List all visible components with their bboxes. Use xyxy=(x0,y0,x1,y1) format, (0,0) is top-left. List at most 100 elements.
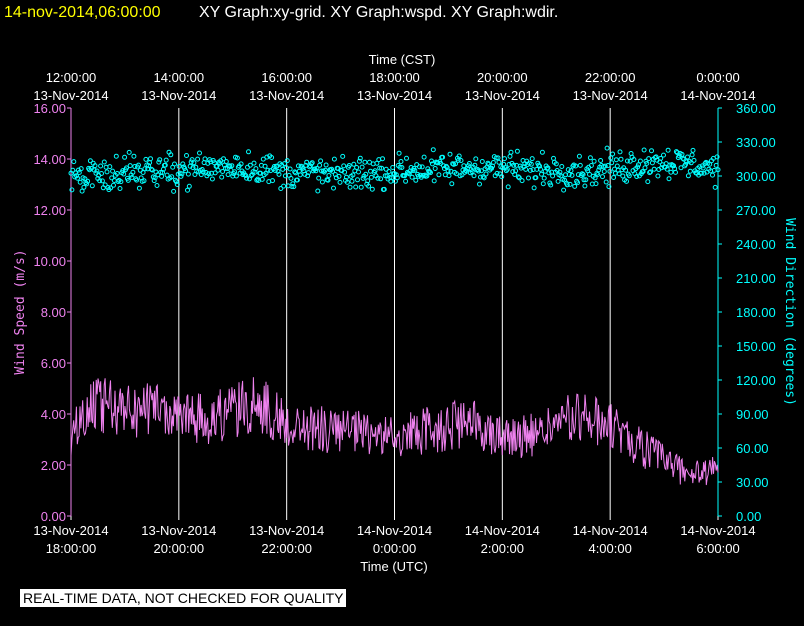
wind-direction-point xyxy=(515,174,521,180)
wind-direction-point xyxy=(341,163,347,169)
wind-direction-point xyxy=(287,166,293,172)
wind-direction-point xyxy=(631,157,637,162)
wind-direction-point xyxy=(173,179,179,185)
wind-direction-point xyxy=(114,171,120,176)
wind-direction-point xyxy=(536,162,542,168)
wind-direction-point xyxy=(221,156,226,162)
bottom-tick-time: 4:00:00 xyxy=(588,541,631,556)
wind-direction-point xyxy=(406,171,412,177)
wind-direction-point xyxy=(545,165,551,171)
wind-direction-point xyxy=(655,173,661,179)
wind-direction-point xyxy=(665,147,671,153)
wind-direction-point xyxy=(648,169,653,175)
wind-direction-point xyxy=(684,159,690,165)
wind-direction-point xyxy=(251,160,257,166)
wind-direction-point xyxy=(548,182,554,188)
wind-direction-point xyxy=(81,184,87,190)
wind-direction-point xyxy=(469,169,475,175)
wind-direction-point xyxy=(666,176,672,182)
wind-direction-point xyxy=(110,168,116,174)
wind-direction-point xyxy=(369,186,375,192)
right-axis-label: Wind Direction (degrees) xyxy=(782,218,797,406)
wind-direction-point xyxy=(626,173,632,179)
wind-direction-point xyxy=(502,156,507,162)
wind-direction-point xyxy=(157,157,163,163)
wind-direction-point xyxy=(300,165,306,171)
wind-direction-point xyxy=(600,174,605,180)
wind-direction-point xyxy=(382,173,388,179)
wind-direction-point xyxy=(259,176,265,182)
left-tick-label: 14.00 xyxy=(33,152,66,167)
wind-direction-point xyxy=(508,149,514,155)
wind-direction-point xyxy=(136,185,142,191)
top-axis-ticks: 12:00:00 13-Nov-2014 14:00:00 13-Nov-2014 16… xyxy=(33,70,755,103)
wind-direction-point xyxy=(624,158,630,164)
wind-direction-point xyxy=(87,158,93,164)
wind-direction-point xyxy=(514,148,520,154)
wind-direction-point xyxy=(186,183,192,189)
top-tick-time: 20:00:00 xyxy=(477,70,528,85)
wind-direction-point xyxy=(148,156,153,162)
wind-direction-point xyxy=(495,155,501,161)
top-tick-time: 12:00:00 xyxy=(46,70,97,85)
bottom-axis-ticks: 13-Nov-2014 18:00:00 13-Nov-2014 20:00:00 13… xyxy=(33,516,756,556)
wind-direction-point xyxy=(478,168,484,174)
wind-direction-point xyxy=(219,174,225,180)
wind-direction-point xyxy=(458,158,464,163)
wind-direction-point xyxy=(200,169,206,175)
wind-direction-point xyxy=(496,159,502,165)
wind-direction-point xyxy=(430,147,436,153)
wind-direction-point xyxy=(533,175,539,181)
wind-direction-point xyxy=(191,160,197,166)
wind-direction-point xyxy=(399,165,405,170)
right-tick-label: 120.00 xyxy=(736,373,776,388)
wind-direction-point xyxy=(366,183,372,189)
quality-banner: REAL-TIME DATA, NOT CHECKED FOR QUALITY xyxy=(20,589,347,607)
wind-direction-point xyxy=(168,152,174,158)
bottom-tick-date: 13-Nov-2014 xyxy=(249,523,324,538)
left-tick-label: 6.00 xyxy=(41,356,66,371)
wind-direction-point xyxy=(689,152,695,158)
right-tick-label: 180.00 xyxy=(736,305,776,320)
left-tick-label: 8.00 xyxy=(41,305,66,320)
wind-direction-point xyxy=(636,162,641,168)
bottom-tick-date: 14-Nov-2014 xyxy=(465,523,540,538)
wind-direction-point xyxy=(640,169,646,174)
wind-direction-point xyxy=(232,169,238,175)
wind-direction-point xyxy=(151,178,157,184)
wind-direction-point xyxy=(316,175,322,181)
wind-direction-point xyxy=(163,157,169,163)
wind-direction-point xyxy=(121,171,127,177)
wind-direction-point xyxy=(572,183,578,189)
wind-direction-point xyxy=(238,161,244,167)
wind-direction-point xyxy=(446,173,452,179)
wind-direction-point xyxy=(479,159,485,164)
wind-direction-point xyxy=(75,175,80,181)
bottom-axis-label: Time (UTC) xyxy=(360,559,427,574)
wind-direction-point xyxy=(377,165,383,171)
header-graph-list: XY Graph:xy-grid. XY Graph:wspd. XY Grap… xyxy=(199,4,558,21)
wind-direction-point xyxy=(326,173,332,178)
wind-direction-point xyxy=(637,158,643,164)
wind-direction-point xyxy=(131,153,137,159)
wind-direction-point xyxy=(278,186,284,191)
wind-direction-point xyxy=(294,177,300,183)
wind-direction-point xyxy=(613,157,619,163)
wind-direction-point xyxy=(459,172,465,178)
wind-direction-point xyxy=(102,182,108,188)
top-tick-date: 13-Nov-2014 xyxy=(249,88,324,103)
wind-direction-point xyxy=(570,163,576,169)
wind-direction-point xyxy=(456,153,462,159)
wind-direction-point xyxy=(172,161,177,167)
wind-direction-point xyxy=(368,174,374,180)
wind-direction-point xyxy=(620,173,626,179)
wind-direction-point xyxy=(244,175,250,181)
wind-direction-point xyxy=(171,188,177,194)
wind-direction-point xyxy=(504,166,510,172)
right-tick-label: 330.00 xyxy=(736,135,776,150)
wind-direction-point xyxy=(209,176,215,182)
wind-direction-point xyxy=(350,172,356,178)
wind-direction-point xyxy=(581,177,587,183)
wind-direction-point xyxy=(284,158,290,164)
